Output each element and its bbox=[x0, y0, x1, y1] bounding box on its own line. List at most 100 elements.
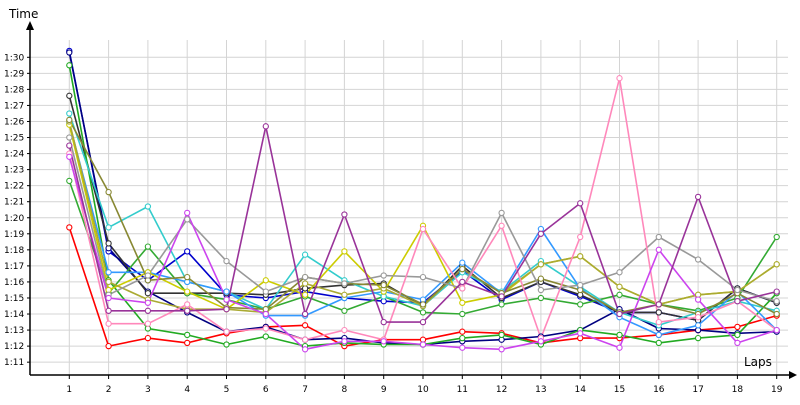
data-point bbox=[655, 318, 662, 326]
x-tick-label: 1 bbox=[66, 385, 72, 395]
data-point bbox=[301, 280, 309, 287]
x-axis-title: Laps bbox=[744, 355, 772, 369]
x-tick-label: 12 bbox=[496, 385, 507, 395]
y-axis-arrow bbox=[26, 21, 34, 30]
y-tick-label: 1:29 bbox=[4, 69, 24, 79]
data-point bbox=[734, 298, 741, 305]
data-point bbox=[537, 294, 545, 302]
data-point bbox=[616, 344, 623, 351]
y-tick-label: 1:27 bbox=[4, 101, 24, 111]
data-point bbox=[184, 273, 191, 281]
data-point bbox=[577, 330, 584, 337]
data-point bbox=[459, 310, 466, 318]
data-point bbox=[380, 272, 387, 279]
data-point bbox=[419, 309, 427, 316]
data-point bbox=[105, 294, 112, 302]
data-point bbox=[184, 288, 191, 295]
data-point bbox=[66, 224, 73, 231]
data-point bbox=[184, 331, 191, 339]
data-point bbox=[144, 334, 152, 342]
data-point bbox=[734, 339, 741, 347]
x-tick-label: 10 bbox=[417, 385, 429, 395]
data-point bbox=[341, 338, 348, 345]
data-point bbox=[773, 298, 780, 305]
y-tick-label: 1:28 bbox=[4, 85, 24, 95]
data-point bbox=[694, 193, 702, 201]
x-tick-label: 13 bbox=[535, 385, 546, 395]
data-point bbox=[144, 307, 152, 314]
x-axis-arrow bbox=[789, 371, 797, 379]
y-tick-label: 1:12 bbox=[4, 342, 24, 352]
x-tick-label: 5 bbox=[224, 385, 230, 395]
x-tick-label: 19 bbox=[771, 385, 783, 395]
y-tick-label: 1:14 bbox=[4, 310, 24, 320]
data-point bbox=[341, 326, 348, 334]
data-point bbox=[694, 334, 702, 342]
x-tick-label: 3 bbox=[145, 385, 151, 395]
y-tick-label: 1:26 bbox=[4, 117, 24, 127]
data-point bbox=[144, 320, 152, 327]
data-point bbox=[459, 299, 466, 306]
data-point bbox=[498, 331, 505, 339]
x-tick-label: 17 bbox=[692, 385, 703, 395]
data-point bbox=[537, 338, 545, 345]
data-point bbox=[498, 222, 505, 229]
data-point bbox=[223, 257, 230, 265]
data-point bbox=[144, 272, 152, 279]
data-point bbox=[459, 328, 466, 335]
data-point bbox=[184, 307, 191, 314]
data-point bbox=[262, 123, 269, 130]
x-tick-label: 8 bbox=[342, 385, 348, 395]
data-point bbox=[773, 288, 780, 295]
axes bbox=[26, 21, 797, 379]
data-point bbox=[616, 310, 623, 318]
data-point bbox=[773, 310, 780, 318]
data-point bbox=[223, 306, 230, 313]
data-point bbox=[66, 49, 73, 56]
x-tick-label: 2 bbox=[106, 385, 112, 395]
data-point bbox=[262, 333, 269, 340]
x-tick-label: 16 bbox=[653, 385, 665, 395]
y-axis-title: Time bbox=[8, 7, 38, 21]
data-point bbox=[419, 301, 427, 308]
y-tick-label: 1:24 bbox=[4, 150, 24, 160]
data-point bbox=[419, 341, 427, 348]
data-point bbox=[184, 209, 191, 217]
data-point bbox=[655, 331, 662, 339]
data-point bbox=[577, 301, 584, 308]
data-point bbox=[262, 310, 269, 318]
data-point bbox=[144, 290, 152, 297]
data-point bbox=[459, 278, 466, 286]
data-point bbox=[380, 318, 387, 326]
data-point bbox=[301, 322, 309, 329]
data-point bbox=[459, 334, 466, 342]
x-tick-label: 11 bbox=[457, 385, 468, 395]
data-point bbox=[144, 203, 152, 210]
data-point bbox=[655, 246, 662, 253]
data-point bbox=[341, 307, 348, 314]
data-point bbox=[577, 281, 584, 289]
y-tick-label: 1:22 bbox=[4, 182, 24, 192]
data-point bbox=[301, 273, 309, 281]
x-tick-label: 6 bbox=[263, 385, 269, 395]
data-point bbox=[459, 344, 466, 351]
data-point bbox=[262, 325, 269, 332]
data-point bbox=[498, 293, 505, 300]
y-tick-label: 1:23 bbox=[4, 166, 24, 176]
y-tick-label: 1:16 bbox=[4, 278, 24, 288]
data-point bbox=[105, 307, 112, 314]
data-point bbox=[498, 346, 505, 353]
tick-labels: 1:11 1:12 1:13 1:14 1:15 1:16 1:17 1:18 1:19 1:20… bbox=[4, 53, 783, 395]
data-point bbox=[577, 233, 584, 241]
data-point bbox=[537, 286, 545, 294]
data-point bbox=[577, 253, 584, 260]
y-tick-label: 1:21 bbox=[4, 198, 24, 208]
data-point bbox=[105, 342, 112, 350]
data-point bbox=[144, 243, 152, 250]
data-point bbox=[773, 261, 780, 268]
data-point bbox=[734, 323, 741, 331]
data-point bbox=[498, 209, 505, 217]
data-point bbox=[66, 110, 73, 117]
data-point bbox=[616, 291, 623, 298]
